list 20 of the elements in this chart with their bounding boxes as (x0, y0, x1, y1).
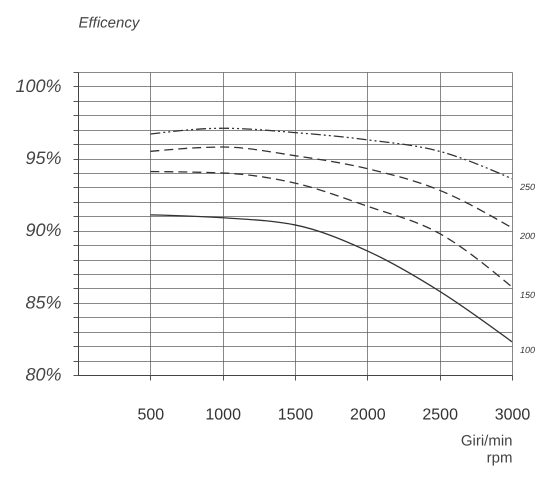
x-tick-label: 1500 (278, 406, 314, 424)
series-label: 100 (520, 344, 536, 355)
y-tick-label: 95% (25, 148, 62, 168)
y-tick-label: 90% (25, 220, 62, 240)
x-tick-label: 1000 (205, 406, 242, 424)
y-axis-title: Efficency (78, 14, 141, 32)
line-series (150, 170, 513, 288)
line-series (150, 128, 513, 180)
series-label: 200 (519, 230, 536, 241)
y-tick-label: 100% (15, 76, 62, 96)
series-label: 250 (519, 182, 536, 192)
y-tick-label: 85% (25, 292, 62, 312)
y-tick-label: 80% (25, 364, 62, 384)
series-label: 150 (520, 290, 536, 300)
x-tick-label: 2500 (422, 406, 458, 424)
line-series (150, 214, 513, 342)
x-axis-title: Giri/min rpm (460, 432, 512, 466)
x-tick-label: 3000 (494, 406, 530, 424)
x-tick-label: 2000 (350, 406, 386, 424)
x-tick-label: 500 (137, 406, 164, 424)
